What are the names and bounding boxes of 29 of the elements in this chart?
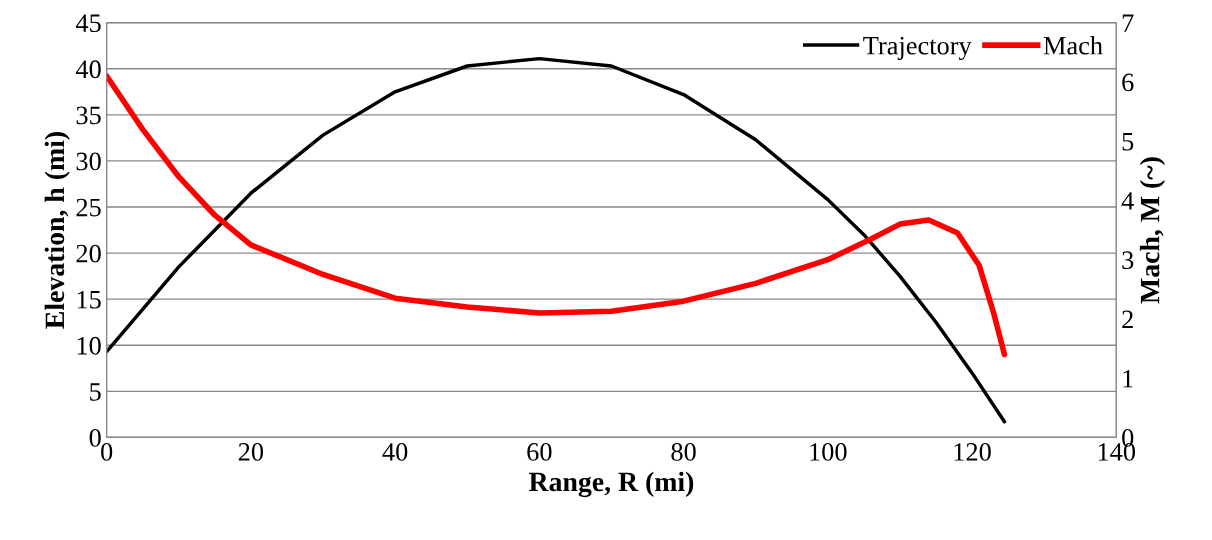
x-tick-label: 120	[954, 443, 991, 461]
x-tick-label: 100	[810, 443, 847, 461]
y-tick-label: 45	[75, 14, 101, 33]
y2-tick-label: 2	[1122, 310, 1133, 329]
x-axis-title: Range, R (mi)	[529, 471, 694, 498]
y-tick-label: 35	[76, 106, 101, 125]
y2-tick-label: 4	[1121, 192, 1134, 210]
y-tick-label: 0	[89, 429, 101, 447]
legend-label: Mach	[1043, 36, 1103, 55]
y2-axis-title: Mach, M (~)	[1139, 157, 1166, 304]
y-tick-label: 10	[77, 336, 101, 355]
x-tick-label: 0	[101, 443, 113, 461]
y-tick-label: 25	[76, 198, 101, 217]
x-tick-label: 60	[527, 443, 552, 461]
y-tick-label: 40	[75, 60, 101, 79]
y2-tick-label: 7	[1122, 14, 1134, 32]
y-tick-label: 20	[76, 244, 101, 263]
x-tick-label: 40	[382, 443, 408, 461]
legend-label: Trajectory	[863, 36, 972, 61]
y-tick-label: 30	[76, 152, 101, 171]
y2-tick-label: 5	[1122, 133, 1134, 151]
y-axis-title: Elevation, h (mi)	[44, 132, 70, 329]
x-tick-label: 20	[238, 443, 264, 461]
y2-tick-label: 3	[1122, 251, 1134, 270]
y-tick-label: 5	[90, 383, 101, 401]
y2-tick-label: 6	[1122, 73, 1134, 92]
y2-tick-label: 1	[1123, 369, 1133, 388]
y-tick-label: 15	[77, 290, 101, 309]
x-tick-label: 80	[671, 443, 696, 461]
